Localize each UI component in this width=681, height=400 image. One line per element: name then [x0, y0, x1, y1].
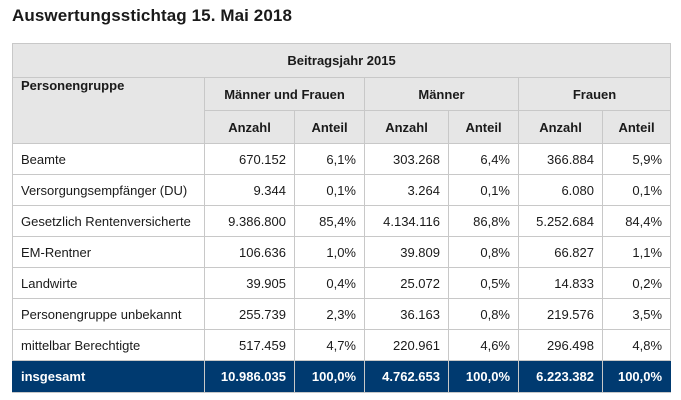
table-cell: 5.252.684: [518, 205, 603, 237]
table-cell: 39.905: [204, 267, 295, 299]
table-cell: 0,1%: [294, 174, 365, 206]
table-cell: 9.344: [204, 174, 295, 206]
table-cell: 4,8%: [601, 329, 672, 361]
table-cell: 366.884: [518, 143, 603, 175]
row-label: EM-Rentner: [12, 236, 205, 268]
column-header-anteil: Anteil: [601, 110, 672, 144]
table-cell: 0,8%: [448, 236, 519, 268]
table-cell: 0,5%: [448, 267, 519, 299]
row-label: Landwirte: [12, 267, 205, 299]
table-cell: 4.134.116: [364, 205, 449, 237]
table-cell: 36.163: [364, 298, 449, 330]
table-cell: 670.152: [204, 143, 295, 175]
statistics-table: Beitragsjahr 2015 Personengruppe Männer …: [11, 43, 672, 393]
sub-header-row: Anzahl Anteil Anzahl Anteil Anzahl Antei…: [13, 110, 672, 144]
table-cell: 14.833: [518, 267, 603, 299]
table-cell: 220.961: [364, 329, 449, 361]
column-header-anzahl: Anzahl: [204, 110, 295, 144]
table-row: mittelbar Berechtigte 517.459 4,7% 220.961 4…: [12, 329, 672, 361]
table-cell: 2,3%: [294, 298, 365, 330]
table-cell: 86,8%: [448, 205, 519, 237]
group-header-maenner: Männer: [364, 77, 519, 111]
column-header-anzahl: Anzahl: [364, 110, 449, 144]
table-row: Versorgungsempfänger (DU) 9.344 0,1% 3.264 0…: [12, 174, 672, 206]
table-cell: 0,2%: [601, 267, 672, 299]
table-cell: 303.268: [364, 143, 449, 175]
column-header-anteil: Anteil: [448, 110, 519, 144]
year-header: Beitragsjahr 2015: [11, 43, 672, 78]
table-cell: 255.739: [204, 298, 295, 330]
group-header-all: Männer und Frauen: [204, 77, 365, 111]
column-header-anzahl: Anzahl: [518, 110, 603, 144]
table-cell: 85,4%: [294, 205, 365, 237]
total-row: insgesamt 10.986.035 100,0% 4.762.653 10…: [12, 360, 672, 393]
table-cell: 39.809: [364, 236, 449, 268]
table-body: Beamte 670.152 6,1% 303.268 6,4% 366.884 5,9% V…: [12, 143, 672, 361]
table-cell: 106.636: [204, 236, 295, 268]
table-cell: 25.072: [364, 267, 449, 299]
total-cell: 100,0%: [601, 360, 672, 393]
page-title: Auswertungsstichtag 15. Mai 2018: [12, 6, 293, 25]
table-cell: 517.459: [204, 329, 295, 361]
table-cell: 3.264: [364, 174, 449, 206]
table-cell: 1,1%: [601, 236, 672, 268]
table-row: Personengruppe unbekannt 255.739 2,3% 36.16…: [12, 298, 672, 330]
table-cell: 296.498: [518, 329, 603, 361]
table-cell: 0,4%: [294, 267, 365, 299]
year-header-row: Beitragsjahr 2015: [11, 43, 672, 78]
table-cell: 6,1%: [294, 143, 365, 175]
table-cell: 0,1%: [448, 174, 519, 206]
table-cell: 6,4%: [448, 143, 519, 175]
table-cell: 0,8%: [448, 298, 519, 330]
table-row: Beamte 670.152 6,1% 303.268 6,4% 366.884 5,9%: [12, 143, 672, 175]
table-cell: 3,5%: [601, 298, 672, 330]
group-header-row: Personengruppe Männer und Frauen Männer …: [12, 77, 672, 144]
total-label: insgesamt: [12, 360, 205, 393]
table-cell: 4,6%: [448, 329, 519, 361]
total-cell: 100,0%: [294, 360, 365, 393]
column-header-anteil: Anteil: [294, 110, 365, 144]
table-cell: 4,7%: [294, 329, 365, 361]
row-label: Gesetzlich Rentenversicherte: [12, 205, 205, 237]
table-cell: 9.386.800: [204, 205, 295, 237]
total-cell: 100,0%: [448, 360, 519, 393]
table-cell: 5,9%: [601, 143, 672, 175]
table-cell: 6.080: [518, 174, 603, 206]
group-header-frauen: Frauen: [517, 77, 672, 111]
row-label: Beamte: [12, 143, 205, 175]
table-cell: 219.576: [518, 298, 603, 330]
table-cell: 84,4%: [601, 205, 672, 237]
total-cell: 6.223.382: [518, 360, 603, 393]
row-label: Personengruppe unbekannt: [12, 298, 205, 330]
table-cell: 66.827: [518, 236, 603, 268]
total-cell: 4.762.653: [364, 360, 449, 393]
row-label: mittelbar Berechtigte: [12, 329, 205, 361]
table-row: EM-Rentner 106.636 1,0% 39.809 0,8% 66.827 1,1…: [12, 236, 672, 268]
personengruppe-header: Personengruppe: [12, 77, 205, 144]
table-row: Gesetzlich Rentenversicherte 9.386.800 85,…: [12, 205, 672, 237]
table-row: Landwirte 39.905 0,4% 25.072 0,5% 14.833 0,2%: [12, 267, 672, 299]
table-cell: 0,1%: [601, 174, 672, 206]
total-cell: 10.986.035: [204, 360, 295, 393]
row-label: Versorgungsempfänger (DU): [12, 174, 205, 206]
table-cell: 1,0%: [294, 236, 365, 268]
